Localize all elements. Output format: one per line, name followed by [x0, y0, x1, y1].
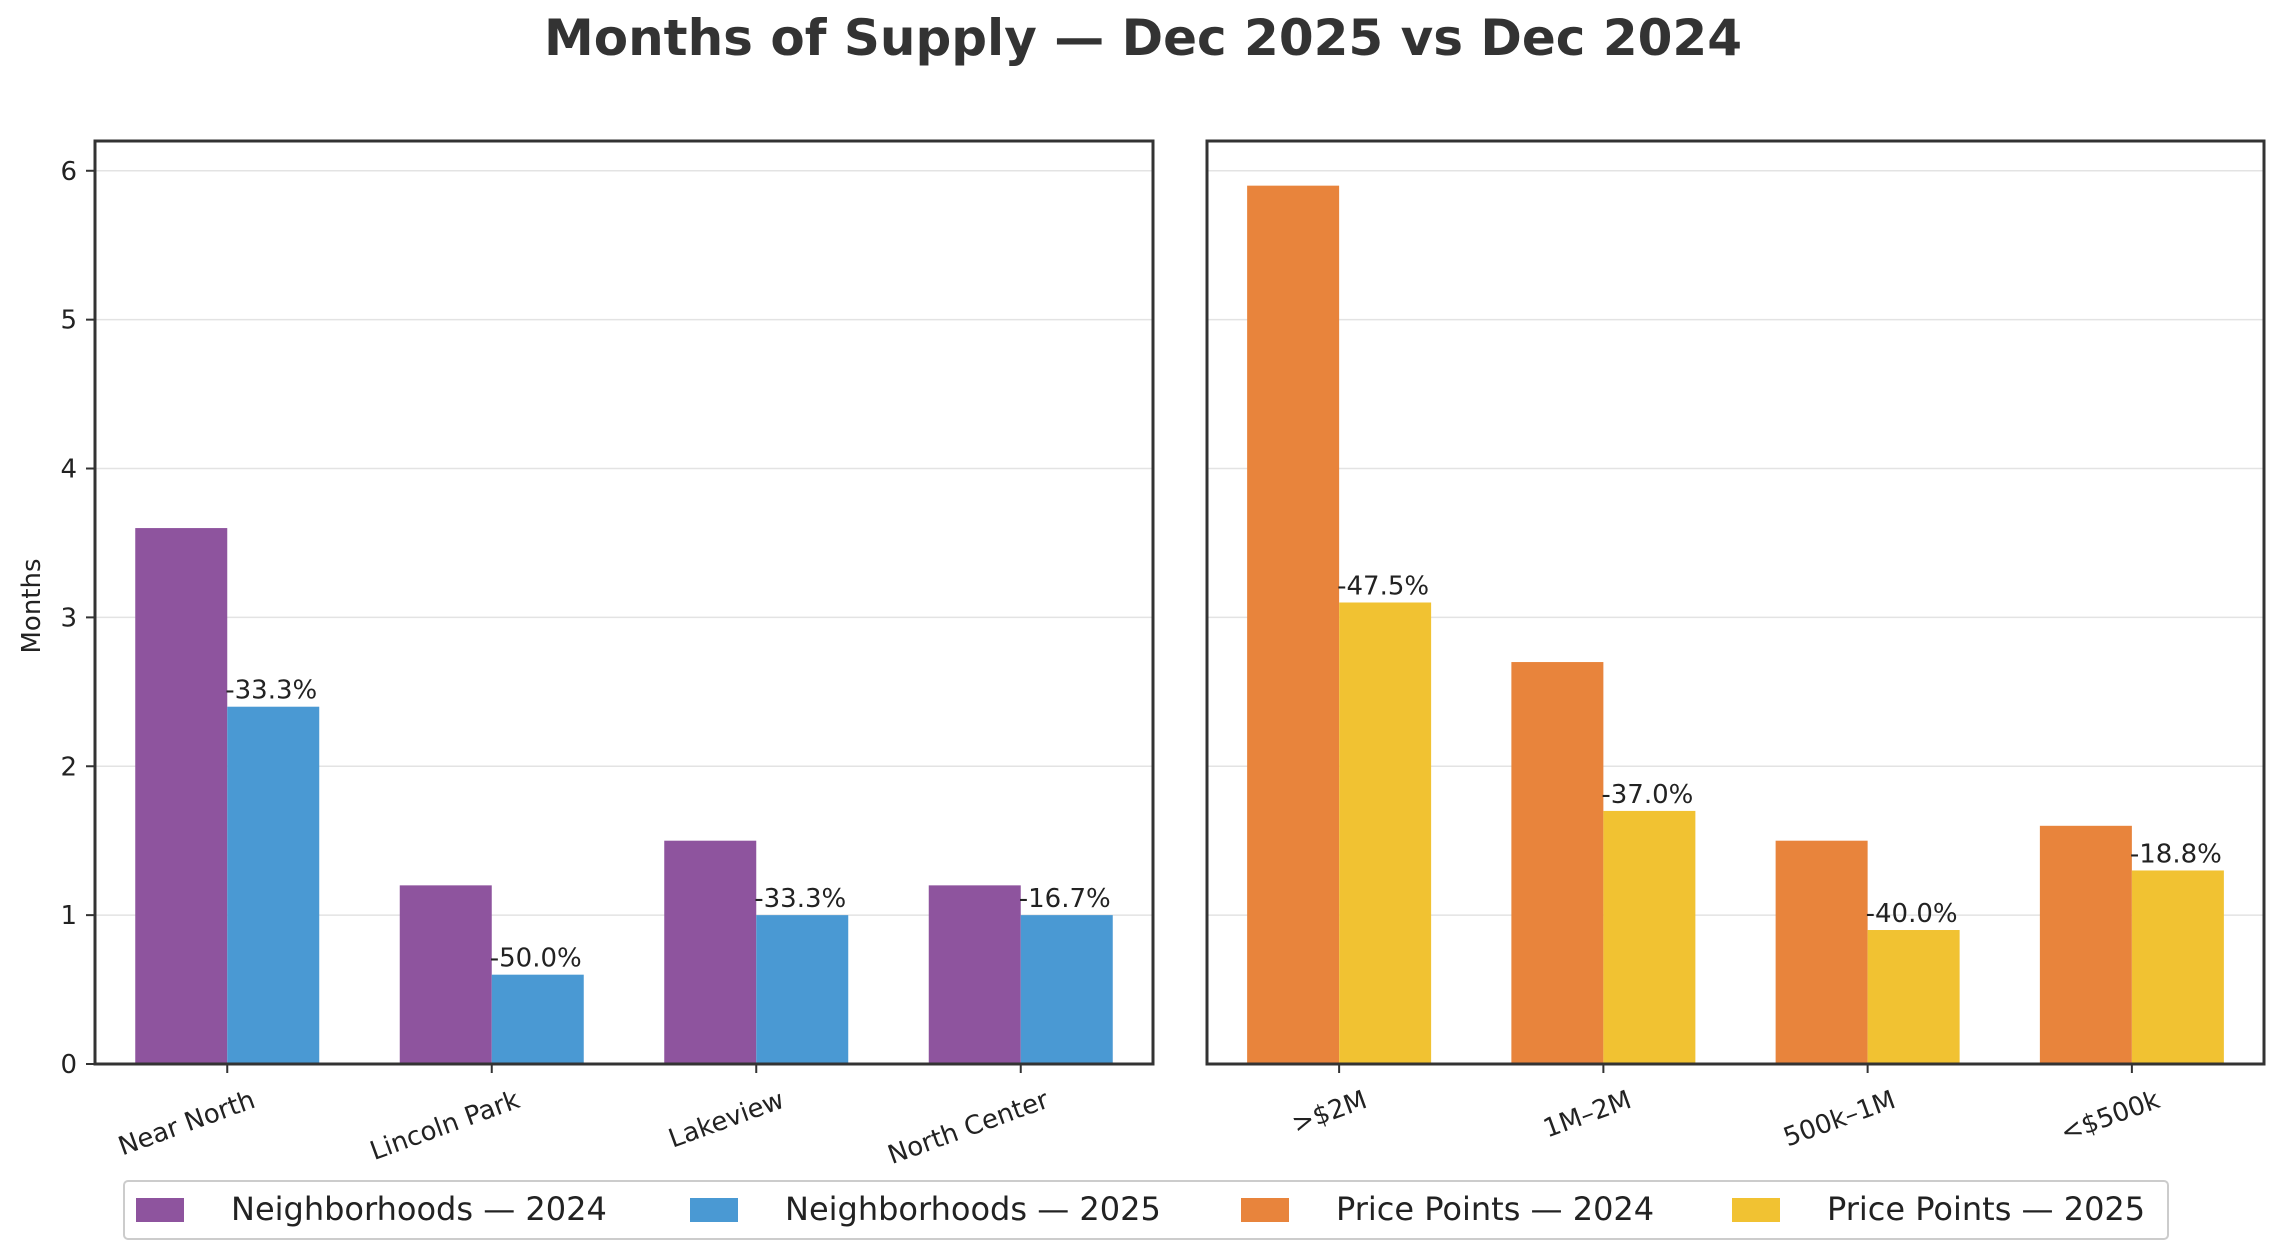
change-label: -33.3%: [225, 676, 317, 706]
chart-title: Months of Supply — Dec 2025 vs Dec 2024: [544, 9, 1742, 67]
legend-entry: Neighborhoods — 2025: [785, 1190, 1161, 1228]
bar-neighborhoods-2024-2: [664, 840, 757, 1064]
x-tick-label: North Center: [884, 1085, 1053, 1171]
y-axis-label: Months: [17, 558, 47, 653]
x-tick-label: <$500k: [2057, 1085, 2164, 1148]
bar-price-points-2025-0: [1339, 602, 1432, 1064]
panel-price-points: -47.5% >$2M -37.0% 1M–2M -40.0% 500k–1M -18.8%…: [1205, 139, 2266, 1153]
bar-neighborhoods-2025-3: [1020, 915, 1113, 1064]
legend-swatch: [1732, 1198, 1780, 1222]
x-tick-label: Lincoln Park: [366, 1085, 523, 1167]
change-label: -18.8%: [2130, 839, 2222, 869]
legend-entry: Price Points — 2025: [1827, 1190, 2145, 1228]
bar-price-points-2024-2: [1775, 840, 1868, 1064]
bar-price-points-2025-1: [1603, 810, 1696, 1064]
y-tick-label: 0: [60, 1050, 77, 1080]
bar-neighborhoods-2024-3: [928, 885, 1021, 1064]
legend-swatch: [136, 1198, 184, 1222]
change-label: -47.5%: [1337, 572, 1429, 602]
bar-price-points-2024-3: [2039, 825, 2132, 1064]
bar-neighborhoods-2025-1: [491, 974, 584, 1064]
y-tick-label: 1: [60, 901, 77, 931]
bar-price-points-2024-0: [1247, 185, 1340, 1065]
x-tick-label: Near North: [114, 1085, 259, 1162]
y-tick-label: 6: [60, 157, 77, 187]
legend-swatch: [1241, 1198, 1289, 1222]
x-tick-label: >$2M: [1288, 1085, 1371, 1140]
y-tick-label: 5: [60, 306, 77, 336]
bar-neighborhoods-2024-0: [135, 528, 228, 1064]
bar-price-points-2025-2: [1867, 930, 1960, 1064]
y-tick-label: 2: [60, 752, 77, 782]
panel-frame: [1205, 139, 2266, 1066]
panel-neighborhoods: 0 1 2 3 4 5 6 -33.3% Near North -50.0% Lincoln Par…: [60, 139, 1155, 1171]
panel-frame: [93, 139, 1155, 1066]
y-tick-label: 3: [60, 603, 77, 633]
bar-neighborhoods-2025-2: [756, 915, 849, 1064]
y-tick-label: 4: [60, 455, 77, 485]
x-tick-label: 500k–1M: [1780, 1085, 1900, 1153]
x-tick-label: 1M–2M: [1540, 1085, 1636, 1144]
x-tick-label: Lakeview: [665, 1085, 788, 1154]
legend-swatch: [690, 1198, 738, 1222]
bar-price-points-2025-3: [2131, 870, 2224, 1064]
legend-entry: Price Points — 2024: [1336, 1190, 1654, 1228]
legend-frame: [123, 1180, 2169, 1240]
legend-entry: Neighborhoods — 2024: [231, 1190, 607, 1228]
bar-neighborhoods-2025-0: [227, 706, 320, 1064]
bar-neighborhoods-2024-1: [399, 885, 492, 1064]
change-label: -50.0%: [490, 944, 582, 974]
change-label: -40.0%: [1866, 899, 1958, 929]
change-label: -16.7%: [1019, 884, 1111, 914]
bar-price-points-2024-1: [1511, 662, 1604, 1064]
legend: Neighborhoods — 2024 Neighborhoods — 2025…: [123, 1180, 2169, 1240]
change-label: -37.0%: [1601, 780, 1693, 810]
change-label: -33.3%: [754, 884, 846, 914]
